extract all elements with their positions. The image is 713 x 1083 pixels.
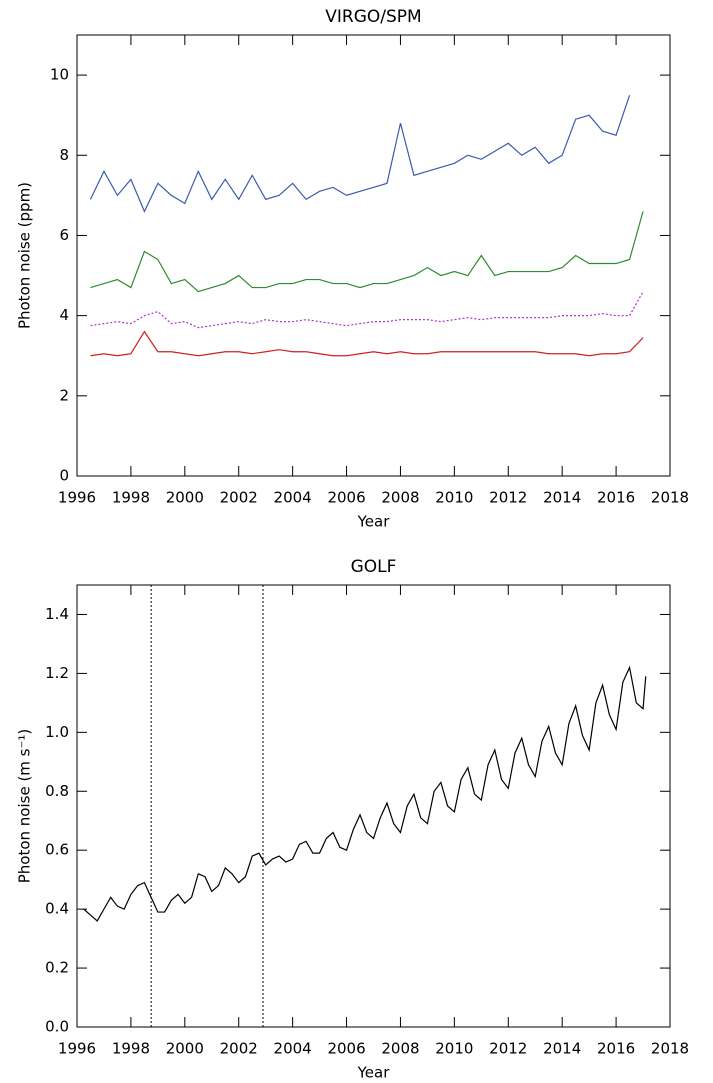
- x-tick-label: 2012: [489, 1040, 527, 1058]
- x-tick-label: 2002: [220, 489, 258, 507]
- x-tick-label: 2012: [489, 489, 527, 507]
- y-tick-label: 8: [59, 146, 69, 164]
- plot-frame: [76, 34, 671, 477]
- data-line: [90, 211, 644, 293]
- chart-title: GOLF: [351, 557, 397, 577]
- x-tick-label: 2016: [597, 489, 635, 507]
- y-axis-label: Photon noise (m s⁻¹): [16, 729, 34, 884]
- y-tick-label: 4: [59, 306, 69, 324]
- x-tick-label: 2010: [435, 1040, 473, 1058]
- y-tick-label: 0.6: [45, 841, 69, 859]
- y-tick-label: 1.0: [45, 723, 69, 741]
- x-tick-label: 2006: [327, 489, 365, 507]
- x-tick-label: 1998: [112, 1040, 150, 1058]
- x-tick-label: 2004: [274, 1040, 312, 1058]
- y-tick-label: 0.8: [45, 782, 69, 800]
- y-tick-label: 0: [59, 467, 69, 485]
- x-tick-label: 2006: [327, 1040, 365, 1058]
- y-tick-label: 0.0: [45, 1018, 69, 1036]
- x-tick-label: 2018: [651, 1040, 689, 1058]
- plot-frame: [76, 584, 671, 1028]
- x-tick-label: 1996: [58, 489, 96, 507]
- x-tick-label: 1998: [112, 489, 150, 507]
- x-tick-label: 2018: [651, 489, 689, 507]
- y-axis-label: Photon noise (ppm): [16, 182, 34, 329]
- data-line: [90, 291, 644, 329]
- x-tick-label: 2000: [166, 489, 204, 507]
- x-tick-label: 1996: [58, 1040, 96, 1058]
- y-tick-label: 1.4: [45, 605, 69, 623]
- data-line: [90, 330, 644, 357]
- y-tick-label: 0.2: [45, 959, 69, 977]
- y-tick-label: 1.2: [45, 664, 69, 682]
- data-line: [89, 94, 631, 213]
- x-tick-label: 2014: [543, 1040, 581, 1058]
- x-tick-label: 2008: [381, 1040, 419, 1058]
- data-line: [83, 665, 647, 922]
- x-tick-label: 2016: [597, 1040, 635, 1058]
- y-tick-label: 0.4: [45, 900, 69, 918]
- y-tick-label: 6: [59, 226, 69, 244]
- x-tick-label: 2000: [166, 1040, 204, 1058]
- x-tick-label: 2010: [435, 489, 473, 507]
- y-tick-label: 10: [50, 66, 69, 84]
- x-tick-label: 2002: [220, 1040, 258, 1058]
- y-tick-label: 2: [59, 386, 69, 404]
- x-tick-label: 2004: [274, 489, 312, 507]
- chart-title: VIRGO/SPM: [325, 7, 421, 27]
- x-tick-label: 2014: [543, 489, 581, 507]
- x-tick-label: 2008: [381, 489, 419, 507]
- x-axis-label: Year: [357, 513, 391, 531]
- x-axis-label: Year: [357, 1064, 391, 1082]
